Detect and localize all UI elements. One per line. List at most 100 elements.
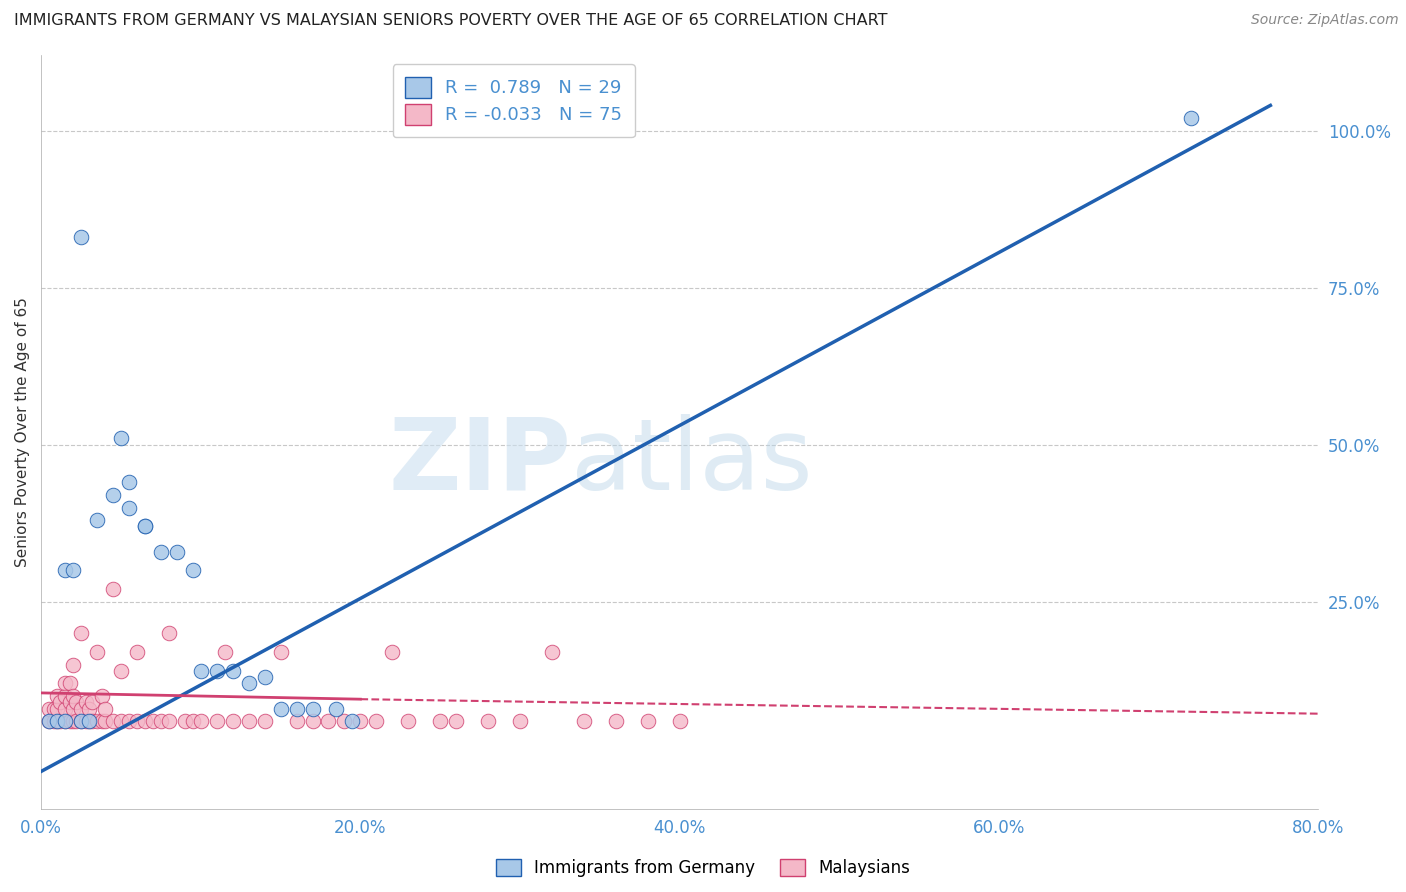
Point	[325, 701, 347, 715]
Point	[541, 645, 564, 659]
Point	[637, 714, 659, 728]
Text: atlas: atlas	[571, 414, 813, 511]
Point	[366, 714, 388, 728]
Point	[205, 714, 228, 728]
Point	[118, 475, 141, 490]
Point	[342, 714, 364, 728]
Point	[301, 714, 323, 728]
Point	[166, 544, 188, 558]
Point	[318, 714, 340, 728]
Point	[270, 701, 292, 715]
Point	[59, 676, 82, 690]
Point	[1180, 111, 1202, 125]
Point	[101, 582, 124, 597]
Point	[65, 714, 87, 728]
Point	[62, 689, 84, 703]
Point	[49, 695, 72, 709]
Text: Source: ZipAtlas.com: Source: ZipAtlas.com	[1251, 13, 1399, 28]
Point	[53, 714, 76, 728]
Point	[157, 714, 180, 728]
Point	[270, 645, 292, 659]
Point	[285, 714, 308, 728]
Point	[101, 714, 124, 728]
Legend: Immigrants from Germany, Malaysians: Immigrants from Germany, Malaysians	[489, 852, 917, 884]
Point	[53, 563, 76, 577]
Point	[190, 714, 212, 728]
Point	[134, 714, 156, 728]
Point	[181, 714, 204, 728]
Point	[70, 230, 93, 244]
Point	[134, 519, 156, 533]
Text: IMMIGRANTS FROM GERMANY VS MALAYSIAN SENIORS POVERTY OVER THE AGE OF 65 CORRELAT: IMMIGRANTS FROM GERMANY VS MALAYSIAN SEN…	[14, 13, 887, 29]
Point	[77, 701, 100, 715]
Point	[605, 714, 627, 728]
Point	[429, 714, 451, 728]
Point	[253, 714, 276, 728]
Point	[42, 701, 65, 715]
Point	[77, 714, 100, 728]
Point	[214, 645, 236, 659]
Point	[62, 657, 84, 672]
Point	[173, 714, 195, 728]
Point	[101, 488, 124, 502]
Point	[238, 714, 260, 728]
Point	[62, 563, 84, 577]
Point	[381, 645, 404, 659]
Point	[477, 714, 499, 728]
Point	[149, 714, 172, 728]
Point	[49, 714, 72, 728]
Point	[42, 714, 65, 728]
Point	[75, 695, 97, 709]
Point	[301, 701, 323, 715]
Point	[90, 714, 112, 728]
Point	[75, 714, 97, 728]
Y-axis label: Seniors Poverty Over the Age of 65: Seniors Poverty Over the Age of 65	[15, 297, 30, 567]
Point	[238, 676, 260, 690]
Point	[110, 432, 132, 446]
Point	[134, 519, 156, 533]
Point	[53, 714, 76, 728]
Point	[285, 701, 308, 715]
Point	[509, 714, 531, 728]
Point	[46, 689, 69, 703]
Point	[181, 563, 204, 577]
Point	[94, 714, 117, 728]
Point	[349, 714, 371, 728]
Point	[125, 714, 148, 728]
Point	[94, 701, 117, 715]
Point	[70, 714, 93, 728]
Point	[65, 695, 87, 709]
Point	[253, 670, 276, 684]
Point	[110, 714, 132, 728]
Point	[38, 714, 60, 728]
Point	[333, 714, 356, 728]
Point	[46, 714, 69, 728]
Point	[149, 544, 172, 558]
Legend: R =  0.789   N = 29, R = -0.033   N = 75: R = 0.789 N = 29, R = -0.033 N = 75	[392, 64, 634, 137]
Point	[110, 664, 132, 678]
Point	[668, 714, 690, 728]
Point	[221, 714, 243, 728]
Point	[53, 689, 76, 703]
Point	[157, 626, 180, 640]
Point	[59, 695, 82, 709]
Point	[444, 714, 467, 728]
Point	[62, 714, 84, 728]
Point	[70, 701, 93, 715]
Point	[118, 500, 141, 515]
Point	[118, 714, 141, 728]
Point	[62, 701, 84, 715]
Point	[90, 689, 112, 703]
Point	[82, 695, 104, 709]
Point	[572, 714, 595, 728]
Point	[142, 714, 165, 728]
Point	[77, 714, 100, 728]
Point	[86, 645, 108, 659]
Point	[46, 714, 69, 728]
Point	[53, 701, 76, 715]
Point	[125, 645, 148, 659]
Point	[59, 714, 82, 728]
Point	[38, 701, 60, 715]
Point	[86, 513, 108, 527]
Point	[86, 714, 108, 728]
